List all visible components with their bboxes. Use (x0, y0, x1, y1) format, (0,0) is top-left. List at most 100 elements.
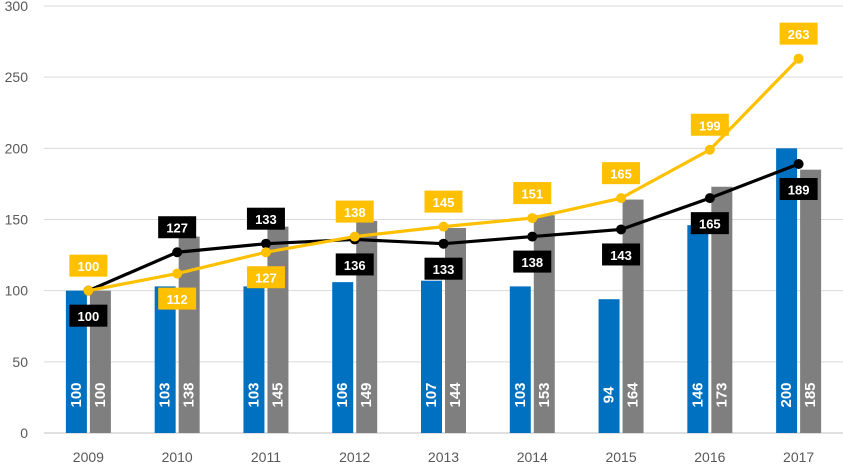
line-data-label-box (779, 22, 818, 45)
line-data-label: 138 (521, 255, 543, 270)
line-data-label-box (602, 243, 641, 266)
bar-1 (687, 225, 709, 433)
line-point (438, 221, 449, 232)
line-series (83, 53, 804, 296)
line-data-label: 189 (788, 182, 810, 197)
bar-data-label: 146 (689, 382, 706, 407)
x-tick-label: 2016 (694, 449, 725, 464)
bar-data-label: 149 (358, 382, 375, 407)
line-data-label: 138 (344, 205, 366, 220)
x-tick-label: 2017 (783, 449, 814, 464)
y-tick-label: 300 (5, 0, 29, 14)
data-labels: 100 103 103 106 107 103 94 146 200 100 138 145 149 14… (68, 22, 819, 408)
line-point (793, 158, 804, 169)
bar-data-label: 100 (92, 382, 109, 407)
bar-1 (776, 148, 798, 434)
y-tick-label: 100 (5, 283, 29, 299)
x-tick-label: 2015 (605, 449, 636, 464)
y-axis-tick-labels: 0 50 100 150 200 250 300 (5, 0, 29, 441)
line-point (527, 231, 538, 242)
line-point (704, 144, 715, 155)
line-data-label-box (158, 216, 197, 239)
bar-1 (598, 299, 620, 433)
line-point (616, 224, 627, 235)
line-data-label: 199 (699, 118, 721, 133)
line-point (438, 238, 449, 249)
line-data-label-box (246, 207, 285, 230)
line-point (83, 285, 94, 296)
line-point (616, 193, 627, 204)
bar-1 (509, 286, 531, 433)
bar-data-label: 103 (245, 382, 262, 407)
x-tick-label: 2010 (162, 449, 193, 464)
bar-data-label: 164 (625, 382, 642, 408)
line-data-label: 100 (78, 259, 100, 274)
x-axis-tick-labels: 2009 2010 2011 2012 2013 2014 2015 2016 2017 (73, 449, 815, 464)
line-point (172, 268, 183, 279)
line-data-label-box (424, 257, 463, 280)
line-data-label: 112 (167, 292, 188, 307)
line-data-label-box (335, 253, 374, 276)
x-tick-label: 2012 (339, 449, 370, 464)
line-point (704, 193, 715, 204)
x-tick-label: 2011 (251, 449, 281, 464)
line-point (793, 53, 804, 64)
y-tick-label: 200 (5, 140, 29, 156)
line-data-label-box (602, 162, 641, 185)
bar-data-label: 138 (181, 382, 198, 407)
line-data-label-box (779, 177, 818, 200)
line-data-label: 127 (255, 271, 277, 286)
bar-data-label: 94 (601, 386, 618, 403)
y-tick-label: 250 (5, 69, 29, 85)
x-tick-label: 2009 (73, 449, 104, 464)
line-data-label: 127 (166, 221, 188, 236)
bar-2 (711, 186, 733, 433)
line-data-label-box (513, 182, 552, 205)
bar-1 (154, 286, 176, 433)
line-point (349, 231, 360, 242)
bar-data-label: 106 (334, 382, 351, 407)
line-data-label: 136 (344, 258, 366, 273)
y-tick-label: 150 (5, 212, 29, 228)
bar-data-label: 153 (536, 382, 553, 407)
bar-data-label: 144 (447, 382, 464, 408)
line-data-label-box (158, 287, 197, 310)
bar-2 (178, 236, 200, 433)
bar-data-label: 145 (269, 382, 286, 407)
bar-data-label: 107 (423, 382, 440, 407)
line-data-label: 145 (433, 195, 455, 210)
line-point (260, 247, 271, 258)
bar-1 (421, 280, 442, 433)
x-tick-label: 2014 (517, 449, 548, 464)
line-data-label: 165 (699, 217, 721, 232)
x-tick-label: 2013 (428, 449, 459, 464)
line-data-label-box (690, 113, 729, 136)
line-data-label: 133 (433, 262, 455, 277)
line-point (527, 213, 538, 224)
line-data-label: 133 (255, 212, 277, 227)
line-data-label-box (69, 304, 108, 327)
line-data-label: 151 (521, 187, 543, 202)
y-tick-label: 0 (20, 425, 28, 441)
bar-1 (332, 282, 354, 433)
bar-data-label: 100 (68, 382, 85, 407)
line-point (172, 247, 183, 258)
bar-data-label: 173 (713, 382, 730, 407)
line-point (260, 238, 271, 249)
line-data-label-box (424, 190, 463, 213)
line-data-label: 100 (78, 309, 100, 324)
bar-data-label: 185 (802, 382, 819, 407)
line-data-label-box (69, 254, 108, 277)
bar-data-label: 103 (512, 382, 529, 407)
bar-1 (243, 286, 265, 433)
bar-data-label: 200 (778, 382, 795, 407)
bar-2 (800, 169, 822, 433)
line-data-label: 143 (610, 248, 632, 263)
line-data-label-box (513, 250, 552, 273)
line-data-label: 165 (610, 167, 632, 182)
y-tick-label: 50 (12, 354, 28, 370)
line-data-label: 263 (788, 27, 810, 42)
bar-data-label: 103 (157, 382, 174, 407)
line-data-label-box (246, 266, 285, 289)
